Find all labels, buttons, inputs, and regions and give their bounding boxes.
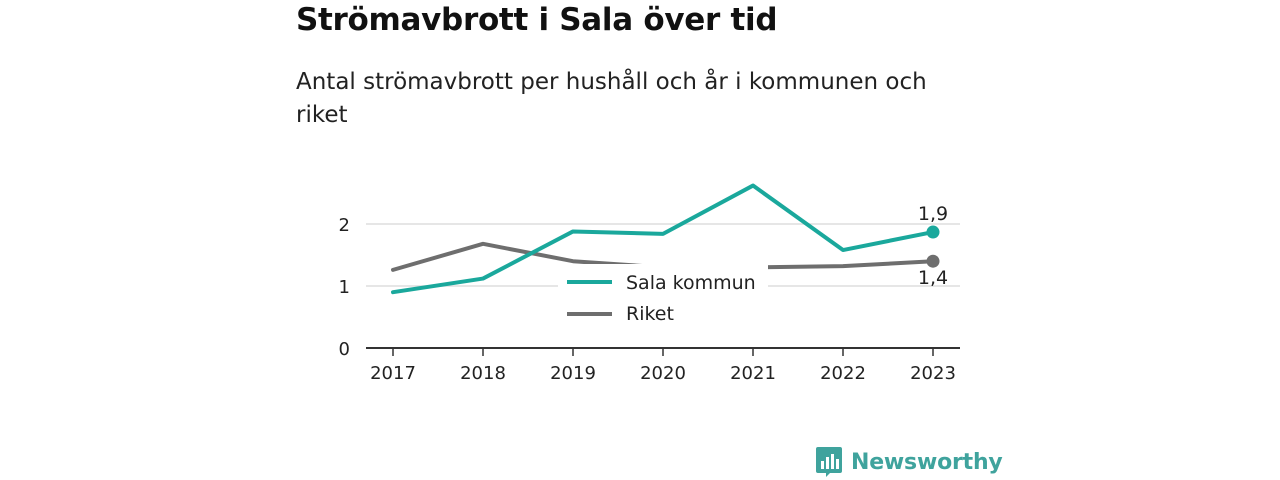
- x-tick-label: 2020: [640, 363, 686, 384]
- x-tick-label: 2019: [550, 363, 596, 384]
- series-line-sala: [391, 183, 935, 295]
- end-label-sala: 1,9: [918, 203, 948, 225]
- chart-title: Strömavbrott i Sala över tid: [296, 2, 778, 38]
- y-tick-label: 2: [339, 215, 350, 236]
- x-tick-label: 2017: [370, 363, 416, 384]
- x-tick-label: 2018: [460, 363, 506, 384]
- legend: Sala kommun Riket: [558, 264, 768, 330]
- series-endpoints: 1,9 1,4: [918, 203, 948, 289]
- legend-background: [558, 264, 768, 330]
- legend-label-riket: Riket: [626, 303, 674, 325]
- axes: 0 1 2 2017 2018 2019 2020 2021 2022 2023: [339, 215, 960, 384]
- x-tick-label: 2023: [910, 363, 956, 384]
- endpoint-marker-riket: [926, 254, 940, 268]
- end-label-riket: 1,4: [918, 267, 948, 289]
- brand-name: Newsworthy: [851, 449, 1003, 475]
- x-tick-label: 2022: [820, 363, 866, 384]
- y-tick-label: 1: [339, 277, 350, 298]
- newsworthy-logo-icon: [816, 447, 842, 477]
- legend-label-sala: Sala kommun: [626, 272, 756, 294]
- endpoint-marker-sala: [926, 225, 940, 239]
- chart-subtitle: Antal strömavbrott per hushåll och år i …: [296, 69, 927, 128]
- y-tick-label: 0: [339, 339, 350, 360]
- newsworthy-logo: Newsworthy: [815, 446, 1003, 478]
- x-tick-label: 2021: [730, 363, 776, 384]
